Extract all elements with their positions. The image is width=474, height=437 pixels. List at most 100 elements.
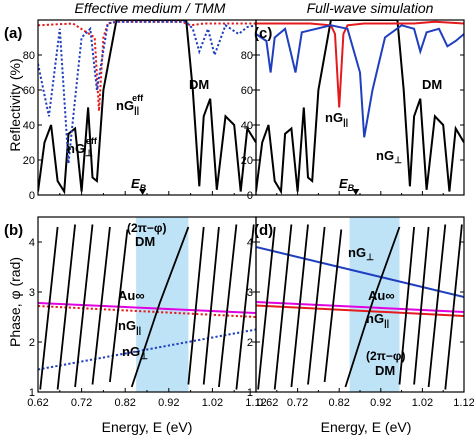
ytick-label-d: 1 [247, 387, 253, 399]
panel-label-b: (b) [4, 222, 23, 239]
plot-area-c [256, 20, 464, 195]
ytick-label-c: 20 [241, 155, 253, 167]
eb-marker-a [139, 189, 147, 195]
annot-2pi-b: (2π−φ) [127, 221, 166, 235]
ytick-label-a: 40 [23, 120, 35, 132]
dm-segment-d-7 [413, 226, 430, 385]
dm-segment-d-8 [427, 224, 447, 388]
ytick-label-d: 3 [247, 287, 253, 299]
annot-ngperp-a: nG⊥eff [67, 136, 98, 158]
annot-ngpar-a: nG||eff [116, 93, 144, 115]
xtick-label-b: 0.82 [114, 397, 135, 409]
plot-area-b [38, 224, 256, 390]
xtick-label-d: 0.62 [257, 397, 278, 409]
annot-ngperp-c: nG⊥ [376, 148, 402, 165]
dm-segment-b-5 [130, 226, 190, 388]
series-ng_perp-a [38, 20, 256, 164]
dm-segment-d-9 [444, 224, 463, 390]
xtick-label-b: 0.92 [158, 397, 179, 409]
annot-dm-a: DM [189, 77, 209, 92]
frame-c [255, 19, 465, 196]
annot-au-b: Au∞ [118, 288, 145, 303]
reflectivity-ylabel: Reflectivity (%) [7, 58, 23, 151]
series-au-b [38, 302, 256, 314]
eb-label-c: EB [339, 176, 355, 193]
series-ng_perp-b [38, 328, 256, 371]
ytick-label-b: 4 [29, 237, 35, 249]
dm-segment-b-4 [109, 229, 129, 383]
series-au-d [256, 301, 464, 313]
eb-marker-c [352, 189, 360, 195]
dm-segment-d-5 [344, 226, 401, 388]
annot-2pi-d: (2π−φ) [366, 349, 405, 363]
dm-segment-d-6 [398, 226, 415, 385]
dm-segment-d-0 [257, 226, 276, 390]
plot-area-a [38, 20, 256, 195]
series-ng_par-d [256, 304, 464, 317]
dm-segment-b-8 [218, 224, 238, 388]
band-b [136, 217, 189, 392]
panel-label-d: (d) [254, 222, 273, 239]
dm-segment-d-2 [290, 224, 309, 388]
band-d [349, 217, 400, 392]
frame-a [37, 19, 257, 196]
xtick-label-d: 1.12 [453, 397, 474, 409]
dm-segment-b-1 [56, 224, 76, 390]
series-ng_perp-c [256, 24, 464, 138]
phase-ylabel: Phase, φ (rad) [7, 257, 23, 347]
ytick-label-c: 40 [241, 120, 253, 132]
annot-dm-c: DM [422, 77, 442, 92]
dm-segment-b-0 [39, 226, 59, 390]
panel-c: 0 20 40 60 80(c) [241, 19, 465, 202]
right-title: Full-wave simulation [307, 0, 434, 16]
annot-dm-d: DM [375, 363, 395, 378]
ytick-label-c: 60 [241, 85, 253, 97]
ytick-label-b: 1 [29, 387, 35, 399]
ytick-label-b: 3 [29, 287, 35, 299]
ytick-label-a: 0 [29, 190, 35, 202]
dm-segment-b-2 [74, 224, 94, 388]
series-dm-a [38, 20, 256, 195]
xtick-label-b: 1.02 [202, 397, 223, 409]
dm-segment-b-9 [235, 224, 255, 390]
annot-ngpar-c: nG|| [325, 110, 348, 127]
ytick-label-b: 2 [29, 337, 35, 349]
panel-label-c: (c) [254, 25, 272, 42]
dm-segment-b-6 [187, 226, 205, 385]
ytick-label-a: 60 [23, 85, 35, 97]
panel-label-a: (a) [4, 25, 22, 42]
xtick-label-b: 1.12 [245, 397, 266, 409]
plot-area-d [256, 224, 464, 390]
xtick-label-d: 0.82 [328, 397, 349, 409]
xtick-label-d: 0.92 [370, 397, 391, 409]
series-ng_par-a [38, 20, 256, 112]
right-xlabel: Energy, E (eV) [321, 419, 412, 435]
series-ng_perp-d [256, 246, 464, 298]
xtick-label-b: 0.62 [27, 397, 48, 409]
dm-segment-b-3 [91, 226, 111, 385]
ytick-label-d: 4 [247, 237, 253, 249]
ytick-label-a: 80 [23, 50, 35, 62]
left-title: Effective medium / TMM [75, 0, 226, 16]
series-ng_par-c [256, 20, 464, 108]
annot-au-d: Au∞ [368, 288, 395, 303]
series-ng_par-b [38, 305, 256, 318]
dm-segment-d-4 [323, 229, 343, 383]
ytick-label-c: 80 [241, 50, 253, 62]
xtick-label-d: 1.02 [412, 397, 433, 409]
annot-ngpar-d: nG|| [366, 311, 389, 328]
annot-ngpar-b: nG|| [118, 318, 141, 335]
dm-segment-d-3 [307, 226, 326, 385]
xtick-label-b: 0.72 [71, 397, 92, 409]
dm-segment-d-1 [273, 224, 293, 390]
dm-segment-b-7 [202, 226, 220, 385]
series-dm-c [256, 20, 464, 195]
ytick-label-d: 2 [247, 337, 253, 349]
annot-dm-b: DM [135, 234, 155, 249]
xtick-label-d: 0.72 [287, 397, 308, 409]
ytick-label-a: 20 [23, 155, 35, 167]
